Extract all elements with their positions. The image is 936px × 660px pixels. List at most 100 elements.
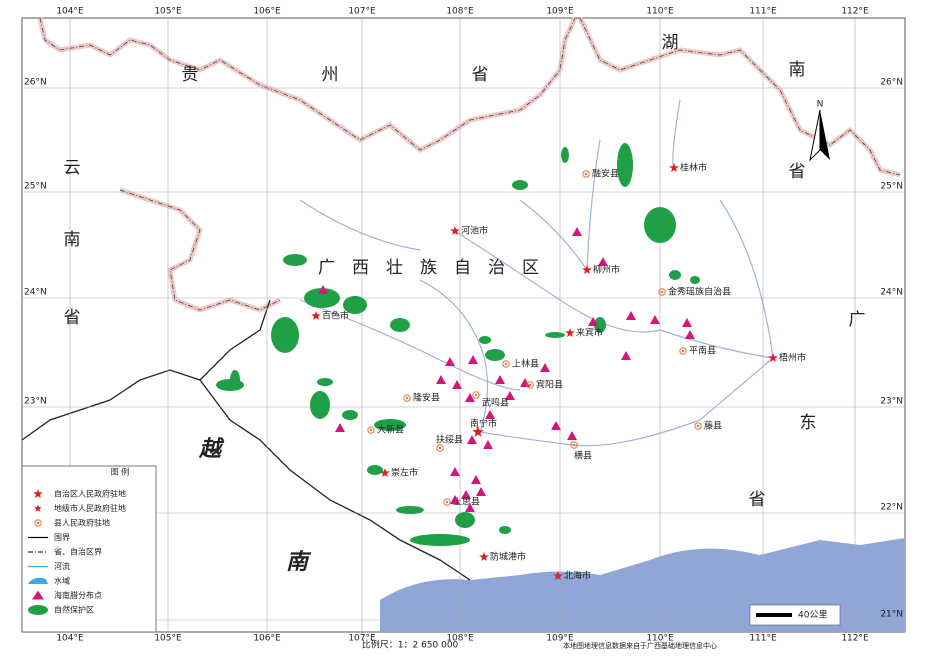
county-symbol-inner <box>696 424 700 428</box>
county-symbol-inner <box>660 290 664 294</box>
county-symbol <box>658 288 666 296</box>
place-label: 河池市 <box>461 225 488 237</box>
lat-label-right: 25°N <box>880 182 903 192</box>
region-label: 省 <box>789 162 806 182</box>
reserve <box>390 318 410 332</box>
place-label: 隆安县 <box>413 392 440 404</box>
legend-label: 国界 <box>54 533 70 542</box>
lon-label-bottom: 105°E <box>154 634 182 644</box>
reserve <box>271 317 299 353</box>
north-label: N <box>817 100 824 110</box>
scale-ratio: 比例尺：1：2 650 000 <box>362 639 459 651</box>
county-symbol <box>570 441 578 449</box>
region-label: 州 <box>322 65 339 85</box>
lat-label-right: 26°N <box>880 78 903 88</box>
lat-label-right: 24°N <box>880 288 903 298</box>
place-label: 桂林市 <box>680 162 707 174</box>
county-symbol <box>502 360 510 368</box>
reserve <box>594 317 606 333</box>
place-label: 来宾市 <box>576 327 603 339</box>
distribution-point <box>495 375 505 384</box>
reserve <box>367 465 383 475</box>
lat-label-right: 23°N <box>880 397 903 407</box>
place-label: 宾阳县 <box>536 379 563 391</box>
reserve <box>304 288 340 308</box>
county-symbol-inner <box>438 446 442 450</box>
distribution-point <box>551 421 561 430</box>
lat-label-right: 22°N <box>880 503 903 513</box>
region-label: 东 <box>800 413 817 433</box>
region-label: 南 <box>64 230 81 250</box>
reserve <box>342 410 358 420</box>
distribution-point <box>467 435 477 444</box>
star-symbol <box>768 353 778 362</box>
distribution-point <box>436 375 446 384</box>
distribution-point <box>567 431 577 440</box>
distribution-point <box>476 487 486 496</box>
place-label: 大新县 <box>377 424 404 436</box>
credit: 本地图地理信息数据来自于广西基础地理信息中心 <box>563 641 717 650</box>
north-arrow-right <box>820 110 830 160</box>
region-label: 云 <box>64 158 81 178</box>
lon-label-top: 107°E <box>348 7 376 17</box>
county-symbol <box>679 347 687 355</box>
county-symbol-inner <box>474 393 478 397</box>
county-symbol-inner <box>36 521 40 525</box>
reserve <box>374 419 406 431</box>
lon-label-top: 108°E <box>446 7 474 17</box>
distribution-points <box>318 227 695 512</box>
star-symbol <box>450 226 460 235</box>
place-label: 柳州市 <box>593 264 620 276</box>
distribution-point <box>450 467 460 476</box>
reserve <box>512 180 528 190</box>
place-label: 梧州市 <box>779 352 806 364</box>
place-label: 金秀瑶族自治县 <box>668 286 731 298</box>
county-symbol <box>526 381 534 389</box>
lon-label-top: 104°E <box>56 7 84 17</box>
place-label: 藤县 <box>704 420 722 432</box>
county-symbol <box>443 498 451 506</box>
distribution-point <box>452 380 462 389</box>
region-label: 南 <box>789 60 806 80</box>
distribution-point <box>682 318 692 327</box>
legend-label: 自然保护区 <box>54 605 94 615</box>
distribution-point <box>626 311 636 320</box>
national-border <box>21 299 471 581</box>
distribution-point <box>621 351 631 360</box>
place-label: 横县 <box>574 450 592 462</box>
lon-label-bottom: 110°E <box>646 634 674 644</box>
lon-label-bottom: 108°E <box>446 634 474 644</box>
province-border-line <box>39 17 901 311</box>
place-label: 平南县 <box>689 345 716 357</box>
lon-label-bottom: 111°E <box>749 634 777 644</box>
lat-label-right: 21°N <box>880 610 903 620</box>
reserve <box>455 512 475 528</box>
place-label: 南宁市 <box>470 418 497 430</box>
reserve <box>485 349 505 361</box>
lon-label-top: 110°E <box>646 7 674 17</box>
lat-label-left: 25°N <box>24 182 47 192</box>
region-label: 广 <box>849 310 866 330</box>
lat-label-left: 23°N <box>24 397 47 407</box>
legend-label: 自治区人民政府驻地 <box>54 489 126 499</box>
county-symbol <box>436 444 444 452</box>
county-symbol-inner <box>528 383 532 387</box>
scale-label: 40公里 <box>798 610 827 621</box>
lon-label-top: 109°E <box>546 7 574 17</box>
distribution-point <box>318 285 328 294</box>
county-symbol-inner <box>572 443 576 447</box>
reserve <box>561 147 569 163</box>
reserve <box>396 506 424 514</box>
county-symbol-inner <box>369 428 373 432</box>
reserve <box>479 336 491 344</box>
lon-label-bottom: 112°E <box>841 634 869 644</box>
scale-bar <box>756 613 792 617</box>
reserve <box>410 534 470 546</box>
lat-label-left: 26°N <box>24 78 47 88</box>
lon-label-bottom: 107°E <box>348 634 376 644</box>
county-symbol-inner <box>405 396 409 400</box>
legend-label: 河流 <box>54 561 70 571</box>
map-frame <box>21 17 906 633</box>
county-symbol-inner <box>504 362 508 366</box>
